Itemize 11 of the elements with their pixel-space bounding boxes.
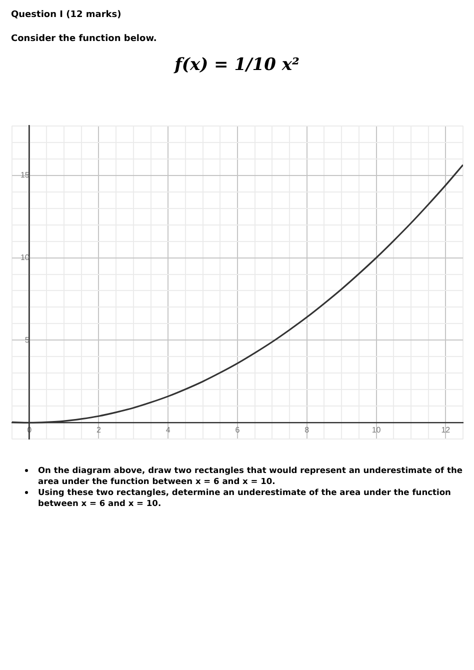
- text: Using these two rectangles, determine an underestimate of the area under the function between x = 6 and x = 10.: [38, 487, 451, 508]
- x-tick-label: 6: [235, 426, 240, 435]
- x-tick-label: 10: [372, 426, 382, 435]
- text: On the diagram above, draw two rectangles that would represent an underestimate of the area under the function between x = 6 and x = 10.: [38, 465, 462, 486]
- x-tick-label: 8: [304, 426, 310, 435]
- x-tick-label: 12: [441, 426, 451, 435]
- x-tick-label: 4: [166, 426, 171, 435]
- text: f(x) = 1/10 x²: [172, 55, 300, 75]
- x-tick-label: 2: [96, 426, 102, 435]
- chart-title: Question I (12 marks): [11, 10, 122, 20]
- chart-subtitle: Consider the function below.: [11, 34, 157, 44]
